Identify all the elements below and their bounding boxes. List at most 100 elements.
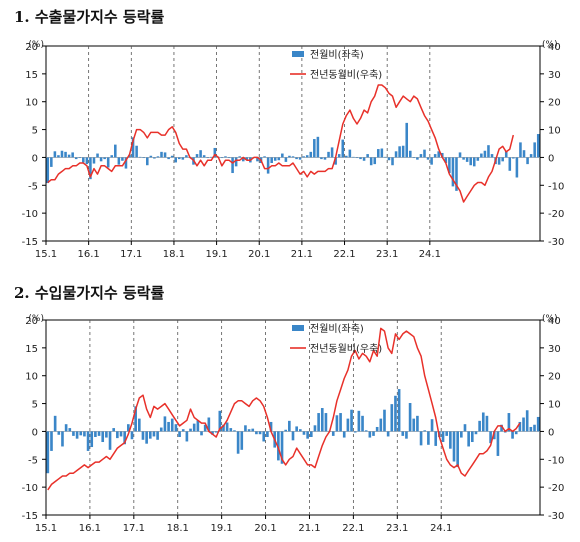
x-tick-label: 21.1 [298, 523, 320, 534]
bar [492, 431, 496, 440]
bar [117, 157, 121, 165]
bar [53, 415, 57, 432]
bar [90, 431, 94, 448]
right-tick-label: 30 [548, 70, 561, 81]
bar [156, 431, 159, 440]
bar [50, 431, 53, 451]
left-tick-label: 15 [25, 70, 38, 81]
right-tick-label: -20 [548, 483, 564, 494]
bar [159, 427, 163, 432]
bar [372, 431, 375, 436]
bar [449, 431, 452, 449]
bar [353, 431, 357, 433]
bar [185, 155, 188, 158]
bar [383, 409, 386, 432]
bar [60, 150, 64, 158]
bar [189, 428, 192, 432]
bar [405, 431, 408, 439]
bar [240, 431, 244, 450]
bar [255, 431, 258, 435]
bar [305, 155, 309, 158]
bar [123, 431, 126, 445]
bar [203, 424, 207, 432]
bar [280, 431, 284, 464]
bar [369, 157, 373, 166]
bar [224, 156, 227, 158]
bar [291, 156, 295, 158]
bar [386, 431, 390, 437]
export-price-chart: 15.1 16.1 17.1 18.1 19.1 20.1 21.1 22.1 23.1 24.1… [22, 40, 565, 260]
bar [507, 413, 511, 432]
bar [375, 426, 379, 432]
bar [348, 149, 352, 158]
bar [412, 157, 416, 159]
bar [181, 429, 185, 432]
bar [309, 151, 313, 158]
right-tick-label: -30 [548, 511, 564, 522]
left-tick-label: 20 [25, 42, 38, 53]
left-axis-unit: (%) [28, 314, 44, 324]
bar [96, 153, 99, 158]
bar [514, 431, 518, 435]
bar [437, 151, 440, 158]
left-tick-label: -5 [28, 455, 38, 466]
bar [247, 429, 251, 432]
bar [131, 137, 135, 158]
bar [209, 156, 213, 158]
bar [529, 426, 533, 432]
bar [380, 148, 384, 158]
bar [273, 157, 277, 161]
bar [377, 149, 380, 158]
bar [394, 151, 398, 158]
bar [467, 431, 470, 447]
bar [430, 419, 434, 432]
bar [398, 146, 401, 158]
bar [487, 145, 490, 158]
x-tick-label: 15.1 [35, 523, 57, 534]
bar [412, 418, 416, 432]
right-tick-label: 10 [548, 400, 561, 411]
right-tick-label: -30 [548, 237, 564, 248]
left-tick-label: -10 [22, 209, 38, 220]
bar [53, 151, 57, 158]
x-tick-label: 22.1 [333, 249, 355, 260]
bar [269, 421, 273, 432]
bar [124, 157, 128, 169]
right-axis-unit: (%) [542, 314, 558, 324]
bar [121, 157, 124, 161]
bar [455, 157, 458, 191]
bar [145, 431, 148, 444]
bar [57, 431, 61, 435]
bar [213, 147, 217, 158]
bar [119, 431, 123, 437]
bar [533, 142, 536, 158]
bar [185, 431, 189, 442]
bar [256, 157, 259, 162]
bar [200, 431, 203, 436]
bar [50, 157, 53, 167]
bar [409, 150, 412, 158]
legend-bar-label: 전월비(좌축) [310, 49, 364, 61]
bar [178, 431, 181, 437]
right-tick-label: 0 [548, 153, 554, 164]
bar [469, 157, 472, 166]
x-tick-label: 19.1 [205, 249, 227, 260]
bar [170, 418, 174, 432]
bar [295, 157, 298, 160]
bar [440, 152, 444, 158]
yoy-line [47, 327, 521, 491]
bar [331, 431, 335, 436]
bar [462, 157, 465, 160]
left-tick-label: 5 [32, 126, 38, 137]
bar [291, 431, 295, 441]
bar [361, 415, 364, 432]
bar [508, 157, 512, 171]
bar [103, 157, 106, 160]
bar [262, 431, 266, 442]
bar [231, 157, 234, 174]
bar [522, 150, 526, 158]
x-tick-label: 20.1 [248, 249, 270, 260]
bar [536, 134, 540, 158]
left-tick-label: 0 [32, 153, 38, 164]
bar [78, 157, 82, 159]
